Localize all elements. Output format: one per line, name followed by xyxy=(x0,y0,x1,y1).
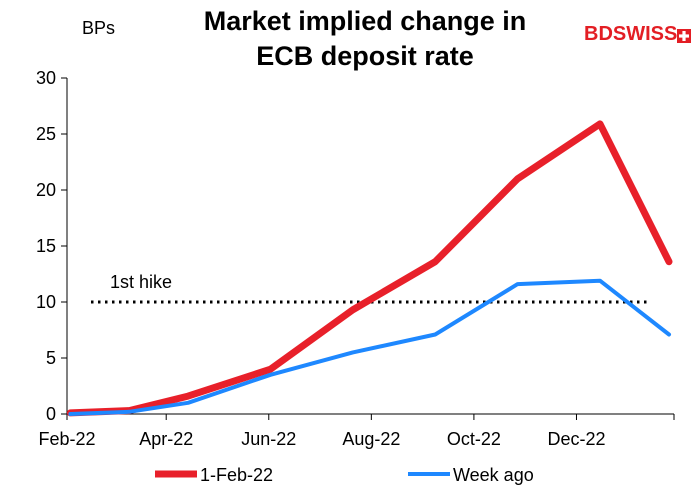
brand-part-swiss: SWISS xyxy=(613,23,677,45)
y-tick-label: 15 xyxy=(36,236,56,256)
x-tick-label: Dec-22 xyxy=(547,429,605,449)
y-tick-label: 30 xyxy=(36,68,56,88)
brand-logo-text: BDSWISS xyxy=(584,23,677,45)
x-tick-label: Oct-22 xyxy=(447,429,501,449)
series-layer xyxy=(66,120,673,417)
x-tick-label: Feb-22 xyxy=(38,429,95,449)
series-line-1-feb-22 xyxy=(66,120,673,417)
legend-label-week-ago: Week ago xyxy=(453,465,534,485)
legend: 1-Feb-22 Week ago xyxy=(155,465,534,485)
y-unit-label: BPs xyxy=(82,18,115,38)
brand-part-bd: BD xyxy=(584,23,613,45)
first-hike-annotation: 1st hike xyxy=(110,272,172,292)
y-tick-label: 10 xyxy=(36,292,56,312)
swiss-cross-icon xyxy=(677,29,691,43)
y-tick-label: 0 xyxy=(46,404,56,424)
legend-entry-1-feb-22: 1-Feb-22 xyxy=(155,465,273,485)
chart-title-line-2: ECB deposit rate xyxy=(256,41,474,71)
y-axis: 0 5 10 15 20 25 30 xyxy=(36,68,68,424)
x-tick-label: Jun-22 xyxy=(241,429,296,449)
y-tick-label: 25 xyxy=(36,124,56,144)
brand-logo: BDSWISS xyxy=(584,23,691,45)
x-axis: Feb-22 Apr-22 Jun-22 Aug-22 Oct-22 Dec-22 xyxy=(38,413,675,449)
x-tick-label: Aug-22 xyxy=(342,429,400,449)
y-tick-label: 20 xyxy=(36,180,56,200)
legend-label-1-feb-22: 1-Feb-22 xyxy=(200,465,273,485)
legend-entry-week-ago: Week ago xyxy=(408,465,534,485)
chart-title-line-1: Market implied change in xyxy=(204,6,527,36)
y-tick-label: 5 xyxy=(46,348,56,368)
x-tick-label: Apr-22 xyxy=(139,429,193,449)
series-line-week-ago xyxy=(68,278,671,416)
